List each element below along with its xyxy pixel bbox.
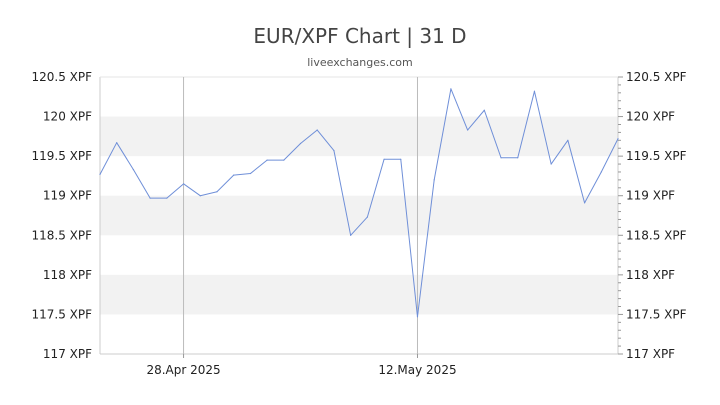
y-tick-label-right: 120 XPF <box>626 110 675 124</box>
data-point <box>450 88 452 90</box>
data-point <box>400 158 402 160</box>
series-line <box>99 88 619 318</box>
data-point <box>583 202 586 204</box>
x-tick-label: 28.Apr 2025 <box>146 363 220 377</box>
data-point <box>132 168 135 171</box>
y-tick-label-left: 120 XPF <box>43 110 92 124</box>
y-tick-label-right: 120.5 XPF <box>626 70 687 84</box>
data-point <box>517 157 519 159</box>
data-point <box>500 157 502 159</box>
data-point <box>617 138 619 140</box>
y-tick-label-right: 117 XPF <box>626 347 675 361</box>
data-point <box>600 171 602 173</box>
data-point <box>383 158 385 160</box>
y-tick-label-left: 119 XPF <box>43 189 92 203</box>
data-point <box>350 234 352 236</box>
data-point <box>233 174 235 176</box>
data-point <box>99 173 101 175</box>
data-point <box>283 159 285 161</box>
y-tick-label-right: 119 XPF <box>626 189 675 203</box>
grid-band <box>100 195 618 236</box>
y-tick-label-right: 118.5 XPF <box>626 228 687 242</box>
y-tick-label-left: 120.5 XPF <box>31 70 92 84</box>
source-label: liveexchanges.com <box>307 56 413 69</box>
chart-title: EUR/XPF Chart | 31 D <box>253 24 467 48</box>
y-tick-label-left: 117.5 XPF <box>31 307 92 321</box>
data-point <box>483 109 485 111</box>
data-point <box>249 172 251 175</box>
y-tick-label-right: 118 XPF <box>626 268 675 282</box>
data-point <box>416 316 419 318</box>
data-point <box>182 183 185 185</box>
data-point <box>166 197 168 199</box>
y-tick-label-left: 119.5 XPF <box>31 149 92 163</box>
y-tick-label-left: 118.5 XPF <box>31 228 92 242</box>
data-point <box>149 197 151 199</box>
grid-band <box>100 116 618 157</box>
data-point <box>116 142 118 144</box>
data-point <box>199 195 201 197</box>
y-tick-label-right: 117.5 XPF <box>626 307 687 321</box>
data-point <box>266 159 268 161</box>
x-tick-label: 12.May 2025 <box>378 363 456 377</box>
data-point <box>533 90 536 92</box>
y-tick-label-right: 119.5 XPF <box>626 149 687 163</box>
grid-band <box>100 274 618 315</box>
data-point <box>333 150 335 152</box>
data-point <box>216 191 218 193</box>
data-point <box>550 163 552 165</box>
y-tick-label-left: 117 XPF <box>43 347 92 361</box>
data-point <box>316 129 318 131</box>
y-tick-label-left: 118 XPF <box>43 268 92 282</box>
data-point <box>567 139 569 141</box>
data-point <box>366 216 368 218</box>
data-point <box>433 179 435 181</box>
data-point <box>299 142 302 145</box>
data-point <box>467 129 469 131</box>
